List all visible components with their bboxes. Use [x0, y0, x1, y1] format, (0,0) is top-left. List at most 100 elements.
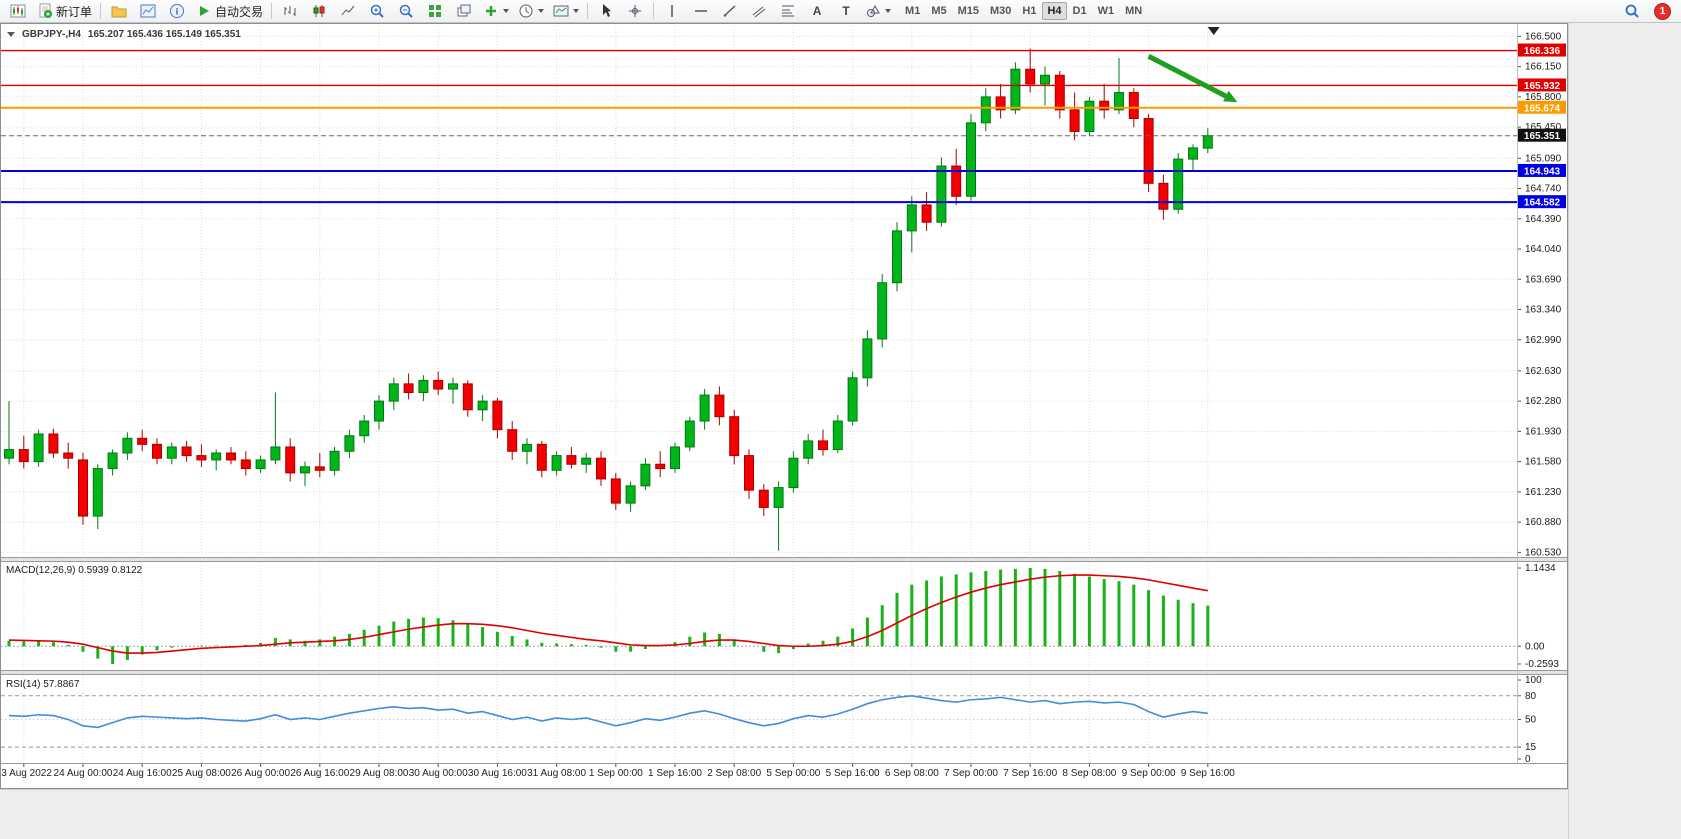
- toolbar-separator: [653, 3, 655, 19]
- timeframe-button-m5[interactable]: M5: [931, 5, 947, 17]
- timeframe-button-w1[interactable]: W1: [1097, 5, 1115, 17]
- svg-text:30 Aug 00:00: 30 Aug 00:00: [409, 768, 468, 779]
- macd-histogram: [7, 568, 1210, 665]
- cursor-tool-button[interactable]: [592, 0, 620, 22]
- trendline-tool-button[interactable]: [716, 0, 744, 22]
- svg-text:24 Aug 00:00: 24 Aug 00:00: [54, 768, 113, 779]
- timeframe-button-d1[interactable]: D1: [1072, 5, 1087, 17]
- time-axis[interactable]: 23 Aug 2022 24 Aug 00:00 24 Aug 16:00 25 Au…: [1, 763, 1235, 779]
- pane-separators[interactable]: [1, 24, 1567, 764]
- horizontal-line-tool-button[interactable]: [687, 0, 715, 22]
- timeframe-button-mn[interactable]: MN: [1125, 5, 1143, 17]
- svg-text:15: 15: [1525, 742, 1537, 753]
- chart-window[interactable]: 166.500 166.150 165.800 165.450 165.090 164.7…: [0, 23, 1568, 789]
- data-window-button[interactable]: i: [163, 0, 191, 22]
- trend-arrow-annotation[interactable]: [1147, 54, 1238, 103]
- svg-text:164.943: 164.943: [1524, 166, 1561, 177]
- timeframe-button-h4[interactable]: H4: [1042, 2, 1067, 20]
- notification-badge[interactable]: 1: [1654, 2, 1671, 20]
- timeframe-button-m30[interactable]: M30: [990, 5, 1012, 17]
- svg-text:166.150: 166.150: [1525, 62, 1562, 73]
- profiles-folder-icon: [111, 6, 127, 18]
- bottom-strip: [0, 789, 1568, 839]
- timeframe-button-m1[interactable]: M1: [905, 5, 921, 17]
- svg-text:6 Sep 08:00: 6 Sep 08:00: [885, 768, 939, 779]
- horizontal-line-icon: [695, 10, 708, 12]
- svg-text:1.1434: 1.1434: [1525, 563, 1556, 574]
- add-indicator-button[interactable]: [479, 0, 513, 22]
- add-indicator-plus-icon: [486, 6, 497, 16]
- zoom-in-button[interactable]: [363, 0, 391, 22]
- timeframe-button-h1[interactable]: H1: [1022, 5, 1037, 17]
- chart-grid: [1, 26, 1517, 763]
- mini-chart-icon: [10, 4, 26, 18]
- bar-chart-mode-button[interactable]: [276, 0, 304, 22]
- price-axis[interactable]: 166.500 166.150 165.800 165.450 165.090 164.7…: [1517, 31, 1562, 558]
- shapes-tool-button[interactable]: [861, 0, 895, 22]
- zoom-out-button[interactable]: [392, 0, 420, 22]
- timeframe-button-m15[interactable]: M15: [957, 5, 979, 17]
- svg-text:-0.2593: -0.2593: [1525, 659, 1559, 670]
- svg-text:5 Sep 16:00: 5 Sep 16:00: [826, 768, 880, 779]
- svg-text:164.740: 164.740: [1525, 184, 1562, 195]
- cascade-windows-button[interactable]: [450, 0, 478, 22]
- profiles-button[interactable]: [105, 0, 133, 22]
- horizontal-lines[interactable]: 166.336 165.932 165.674 165.351 164.943 164.5…: [1, 43, 1566, 209]
- svg-text:0.00: 0.00: [1525, 641, 1545, 652]
- chart-canvas[interactable]: 166.500 166.150 165.800 165.450 165.090 164.7…: [1, 24, 1567, 788]
- svg-text:9 Sep 00:00: 9 Sep 00:00: [1122, 768, 1176, 779]
- candlestick-mode-button[interactable]: [305, 0, 333, 22]
- zoom-in-icon: [370, 4, 384, 18]
- auto-trading-button[interactable]: 自动交易: [192, 1, 267, 21]
- template-image-icon: [553, 5, 569, 17]
- macd-pane: 1.1434 0.00 -0.2593: [1, 563, 1559, 670]
- template-button[interactable]: [549, 0, 583, 22]
- channel-tool-button[interactable]: [745, 0, 773, 22]
- search-button[interactable]: [1618, 0, 1646, 22]
- svg-text:161.230: 161.230: [1525, 487, 1562, 498]
- crosshair-tool-button[interactable]: [621, 0, 649, 22]
- svg-text:29 Aug 08:00: 29 Aug 08:00: [350, 768, 409, 779]
- candles: [4, 48, 1213, 551]
- period-button[interactable]: [514, 0, 548, 22]
- svg-text:5 Sep 00:00: 5 Sep 00:00: [766, 768, 820, 779]
- svg-text:50: 50: [1525, 715, 1537, 726]
- svg-text:164.582: 164.582: [1524, 198, 1561, 209]
- market-watch-button[interactable]: [134, 0, 162, 22]
- svg-text:9 Sep 16:00: 9 Sep 16:00: [1181, 768, 1235, 779]
- svg-text:23 Aug 2022: 23 Aug 2022: [1, 768, 52, 779]
- text-tool-button[interactable]: A: [803, 0, 831, 22]
- svg-text:165.090: 165.090: [1525, 153, 1562, 164]
- chevron-down-icon: [538, 9, 545, 13]
- cursor-arrow-icon: [603, 4, 612, 17]
- toolbar-separator: [100, 3, 102, 19]
- svg-text:80: 80: [1525, 691, 1537, 702]
- svg-text:162.990: 162.990: [1525, 335, 1562, 346]
- new-chart-button[interactable]: [4, 0, 32, 22]
- svg-text:31 Aug 08:00: 31 Aug 08:00: [527, 768, 586, 779]
- vertical-line-tool-button[interactable]: [658, 0, 686, 22]
- fibonacci-tool-button[interactable]: [774, 0, 802, 22]
- svg-text:i: i: [176, 7, 179, 17]
- svg-text:8 Sep 08:00: 8 Sep 08:00: [1062, 768, 1116, 779]
- cascade-windows-icon: [457, 4, 471, 17]
- new-order-button[interactable]: 新订单: [33, 1, 96, 21]
- svg-text:2 Sep 08:00: 2 Sep 08:00: [707, 768, 761, 779]
- new-order-icon: [39, 3, 52, 18]
- label-tool-button[interactable]: T: [832, 0, 860, 22]
- svg-text:0: 0: [1525, 754, 1531, 765]
- svg-text:24 Aug 16:00: 24 Aug 16:00: [113, 768, 172, 779]
- market-watch-icon: [140, 4, 156, 18]
- line-chart-mode-button[interactable]: [334, 0, 362, 22]
- chevron-down-icon: [573, 9, 580, 13]
- macd-signal-line: [8, 574, 1208, 654]
- svg-text:160.880: 160.880: [1525, 517, 1562, 528]
- svg-text:7 Sep 16:00: 7 Sep 16:00: [1003, 768, 1057, 779]
- tile-windows-button[interactable]: [421, 0, 449, 22]
- svg-text:164.040: 164.040: [1525, 244, 1562, 255]
- svg-text:163.690: 163.690: [1525, 274, 1562, 285]
- new-order-label: 新订单: [56, 4, 93, 19]
- search-icon: [1625, 4, 1639, 18]
- shapes-icon: [867, 4, 880, 17]
- toolbar-right-group: 1: [1618, 0, 1677, 22]
